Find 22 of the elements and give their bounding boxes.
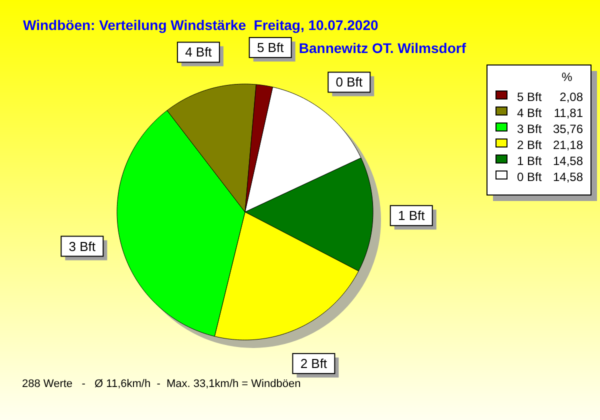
- data-label: 21,18: [552, 138, 584, 152]
- slice-label: 5 Bft: [256, 40, 284, 56]
- data-label: 14,58: [552, 154, 584, 168]
- data-label: 2,08: [560, 90, 584, 104]
- chart-title: Windböen: Verteilung Windstärke Freitag, 10.07.2020: [23, 17, 379, 33]
- data-label: 35,76: [552, 122, 584, 136]
- legend-label: 5 Bft: [517, 90, 542, 104]
- legend-label: 2 Bft: [517, 138, 542, 152]
- legend-label: 4 Bft: [517, 106, 542, 120]
- data-label: 11,81: [554, 106, 584, 120]
- legend-label: 3 Bft: [517, 122, 542, 136]
- legend-label: 0 Bft: [517, 170, 542, 184]
- slice-label: 4 Bft: [185, 44, 212, 60]
- slice-label: 3 Bft: [68, 238, 96, 254]
- slice-label: 2 Bft: [300, 356, 328, 372]
- legend-title: %: [562, 70, 573, 84]
- legend-label: 1 Bft: [517, 154, 542, 168]
- text: 288 Werte - Ø 11,6km/h - Max. 33,1km/h = Windböen: [22, 378, 301, 390]
- chart-subtitle: Bannewitz OT. Wilmsdorf: [298, 40, 466, 56]
- data-label: 14,58: [552, 170, 584, 184]
- slice-label: 1 Bft: [398, 208, 426, 224]
- slice-label: 0 Bft: [336, 74, 363, 90]
